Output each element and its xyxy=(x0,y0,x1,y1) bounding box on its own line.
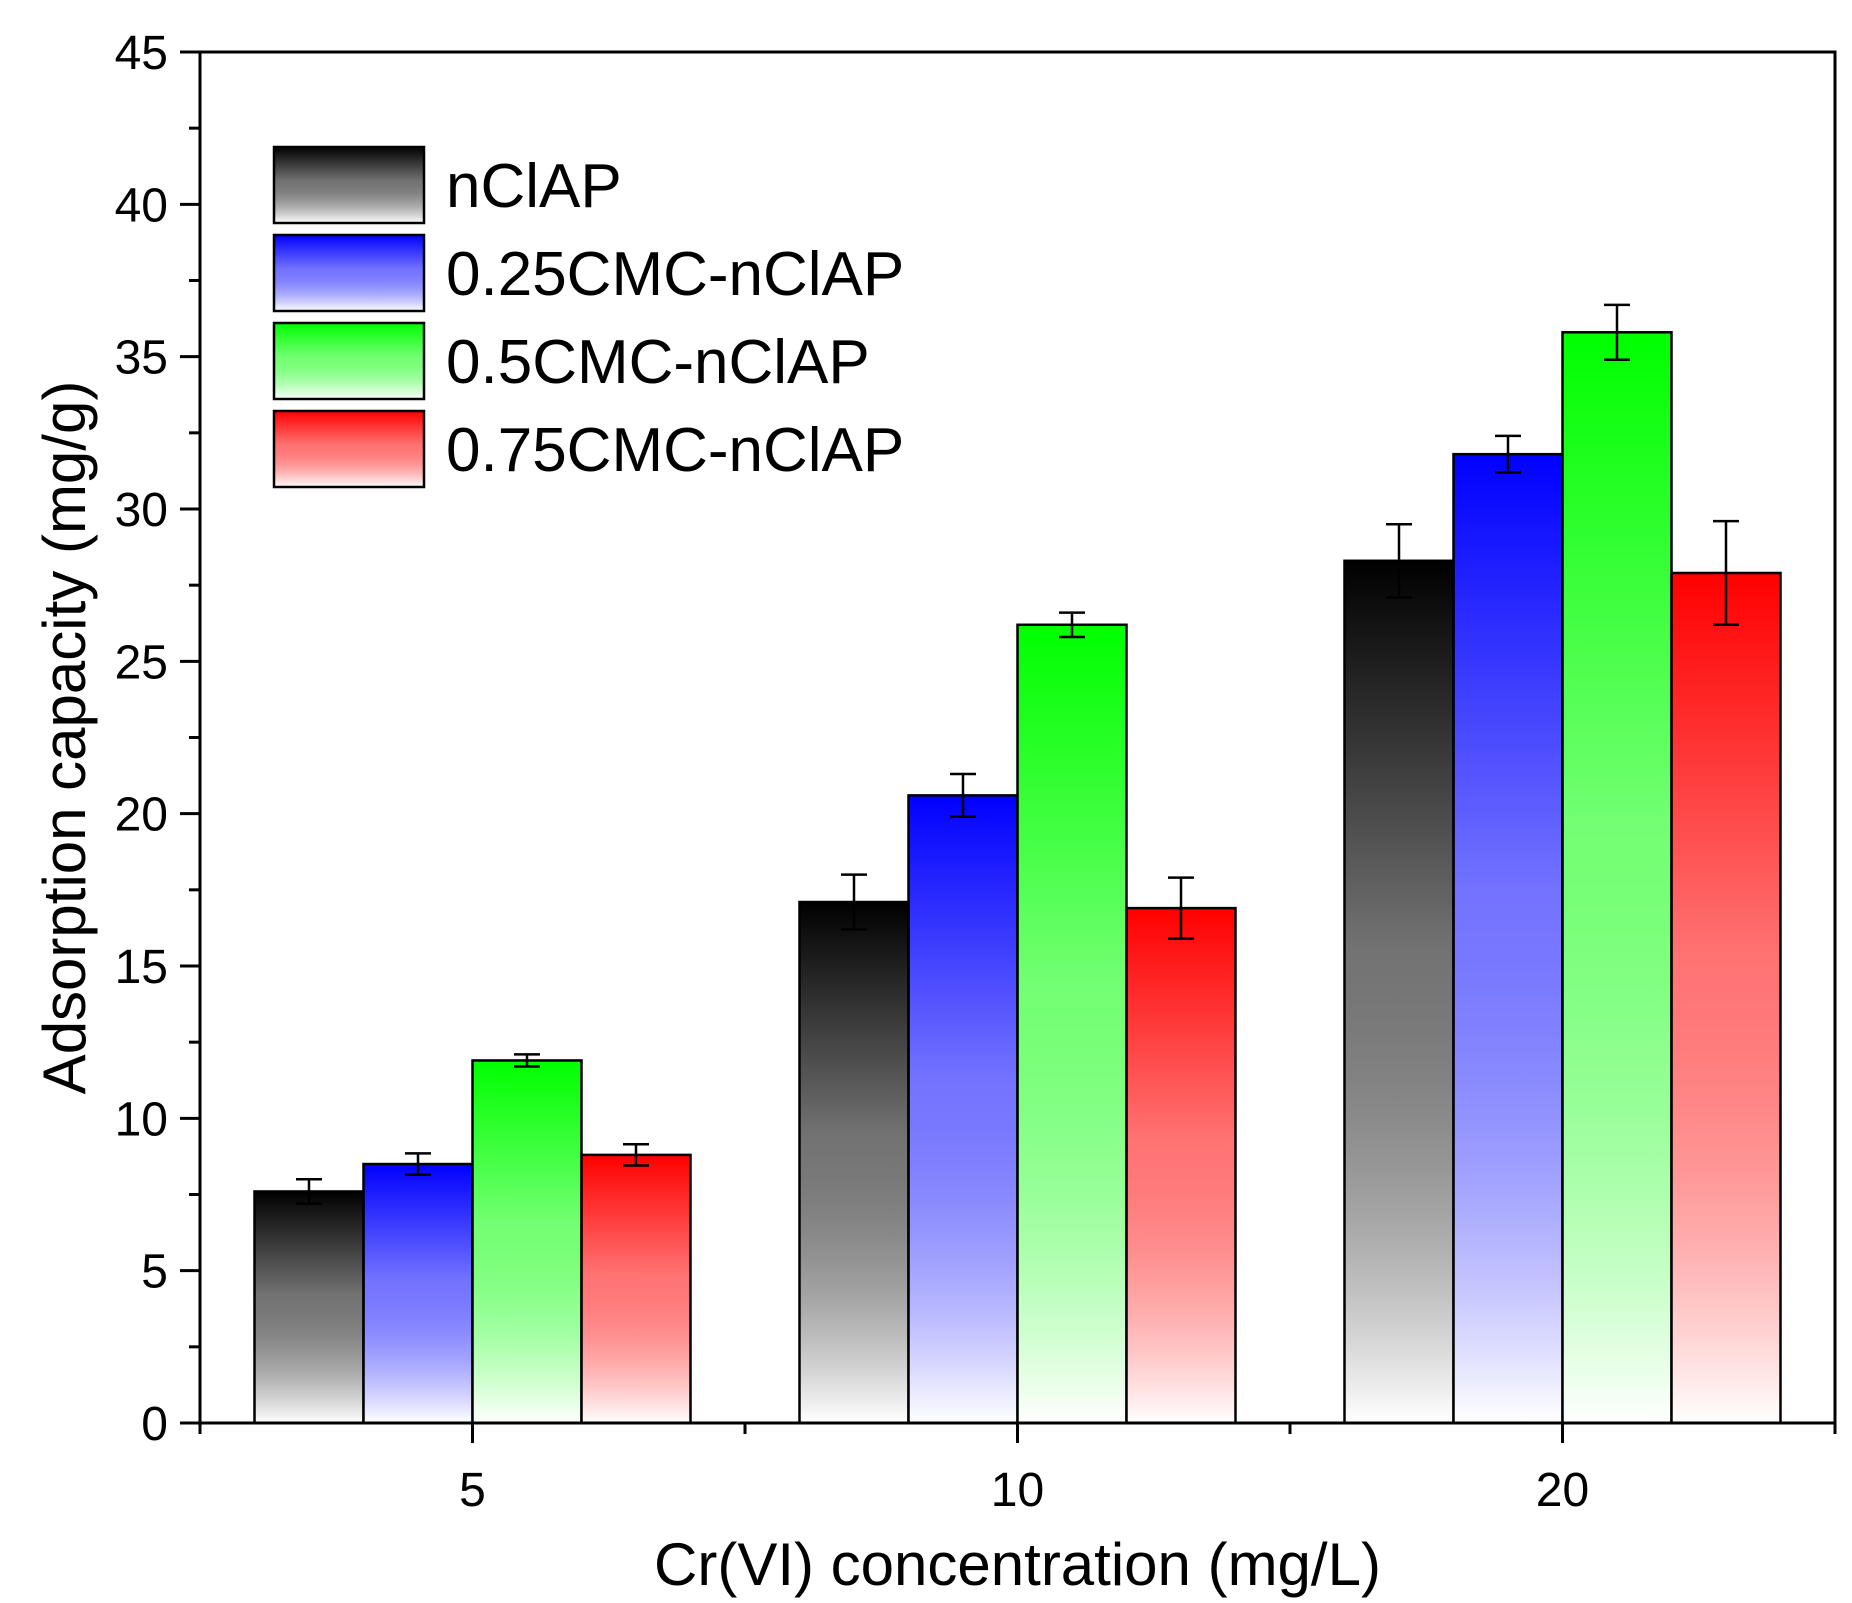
legend-item: 0.75CMC-nClAP xyxy=(272,409,904,489)
x-tick-label: 10 xyxy=(991,1464,1044,1517)
error-bar-0.25CMC-nClAP-10 xyxy=(950,772,976,818)
error-bar-0.75CMC-nClAP-5 xyxy=(623,1142,649,1167)
y-tick-label: 45 xyxy=(115,27,168,80)
error-bar-nClAP-5 xyxy=(296,1178,322,1205)
error-bar-nClAP-10 xyxy=(841,873,867,931)
y-tick-label: 40 xyxy=(115,179,168,232)
bars-layer xyxy=(253,331,1782,1425)
legend-item: 0.5CMC-nClAP xyxy=(272,321,870,401)
legend-swatch xyxy=(272,145,426,225)
bar-0.5CMC-nClAP-10 xyxy=(1016,623,1128,1425)
y-axis-title: Adsorption capacity (mg/g) xyxy=(31,381,98,1095)
error-bar-nClAP-20 xyxy=(1386,522,1412,599)
error-bar-0.5CMC-nClAP-20 xyxy=(1604,303,1630,361)
bar-0.75CMC-nClAP-20 xyxy=(1670,571,1782,1425)
bar-nClAP-5 xyxy=(253,1190,365,1425)
y-tick-label: 0 xyxy=(141,1398,168,1451)
bar-0.5CMC-nClAP-20 xyxy=(1561,331,1673,1425)
error-bar-0.5CMC-nClAP-10 xyxy=(1059,611,1085,639)
legend-label: 0.75CMC-nClAP xyxy=(446,416,904,485)
bar-0.75CMC-nClAP-5 xyxy=(580,1153,692,1425)
legend: nClAP 0.25CMC-nClAP 0.5CMC-nClAP 0.75CMC-nC… xyxy=(272,145,904,489)
bar-0.75CMC-nClAP-10 xyxy=(1125,906,1237,1425)
y-tick-label: 10 xyxy=(115,1093,168,1146)
legend-item: nClAP xyxy=(272,145,622,225)
error-bars-layer xyxy=(296,303,1739,1205)
y-tick-label: 5 xyxy=(141,1246,168,1299)
y-tick-label: 20 xyxy=(115,789,168,842)
bar-nClAP-20 xyxy=(1343,559,1455,1425)
y-tick-label: 25 xyxy=(115,636,168,689)
bar-0.25CMC-nClAP-10 xyxy=(907,794,1019,1425)
legend-swatch xyxy=(272,321,426,401)
error-bar-0.75CMC-nClAP-10 xyxy=(1168,876,1194,940)
x-tick-label: 20 xyxy=(1536,1464,1589,1517)
bar-nClAP-10 xyxy=(798,900,910,1425)
error-bar-0.5CMC-nClAP-5 xyxy=(514,1053,540,1068)
y-tick-label: 15 xyxy=(115,941,168,994)
legend-label: 0.5CMC-nClAP xyxy=(446,328,870,397)
y-axis: 0 5 10 15 20 25 30 35 40 45 xyxy=(115,27,200,1451)
bar-0.25CMC-nClAP-20 xyxy=(1452,452,1564,1425)
legend-swatch xyxy=(272,409,426,489)
bar-0.5CMC-nClAP-5 xyxy=(471,1059,583,1425)
legend-label: 0.25CMC-nClAP xyxy=(446,240,904,309)
y-tick-label: 35 xyxy=(115,332,168,385)
bar-0.25CMC-nClAP-5 xyxy=(362,1162,474,1425)
legend-label: nClAP xyxy=(446,152,622,221)
error-bar-0.25CMC-nClAP-5 xyxy=(405,1152,431,1176)
y-tick-label: 30 xyxy=(115,484,168,537)
legend-item: 0.25CMC-nClAP xyxy=(272,233,904,313)
legend-swatch xyxy=(272,233,426,313)
x-tick-label: 5 xyxy=(459,1464,486,1517)
x-axis-title: Cr(VI) concentration (mg/L) xyxy=(654,1531,1381,1598)
error-bar-0.75CMC-nClAP-20 xyxy=(1713,519,1739,627)
x-axis: 5 10 20 xyxy=(198,1423,1837,1517)
error-bar-0.25CMC-nClAP-20 xyxy=(1495,434,1521,474)
